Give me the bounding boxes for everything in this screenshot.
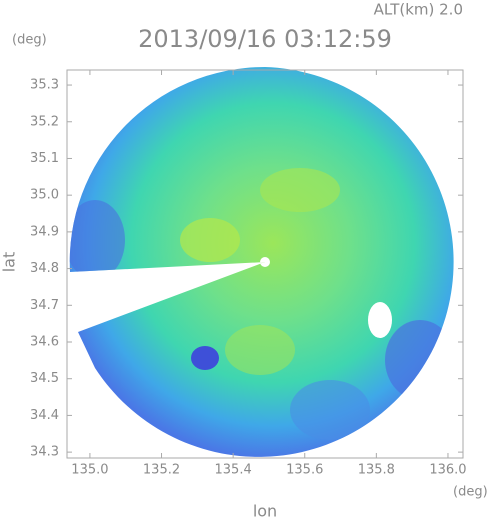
x-label: lon — [253, 502, 277, 521]
y-tick-label: 34.8 — [30, 261, 59, 276]
y-tick-label: 34.5 — [30, 371, 59, 386]
x-tick-label: 135.6 — [286, 463, 323, 478]
x-tick-label: 135.4 — [215, 463, 252, 478]
y-tick-label: 35.3 — [30, 78, 59, 93]
chart-title: 2013/09/16 03:12:59 — [138, 25, 392, 53]
plot-frame — [66, 69, 464, 459]
y-tick-label: 35.1 — [30, 151, 59, 166]
y-tick-label: 34.3 — [30, 445, 59, 460]
y-tick-label: 34.7 — [30, 298, 59, 313]
y-tick-label: 34.6 — [30, 335, 59, 350]
y-unit: (deg) — [12, 33, 47, 48]
x-tick-label: 135.8 — [358, 463, 395, 478]
y-label: lat — [0, 252, 19, 273]
x-tick-label: 135.2 — [143, 463, 180, 478]
y-tick-label: 35.0 — [30, 188, 59, 203]
y-tick-label: 34.9 — [30, 224, 59, 239]
annotation: ALT(km) 2.0 — [374, 1, 463, 19]
x-tick-label: 135.0 — [71, 463, 108, 478]
x-tick-label: 136.0 — [429, 463, 466, 478]
y-tick-label: 34.4 — [30, 408, 59, 423]
radar-echo — [69, 67, 454, 457]
x-unit: (deg) — [453, 485, 488, 500]
y-tick-label: 35.2 — [30, 114, 59, 129]
